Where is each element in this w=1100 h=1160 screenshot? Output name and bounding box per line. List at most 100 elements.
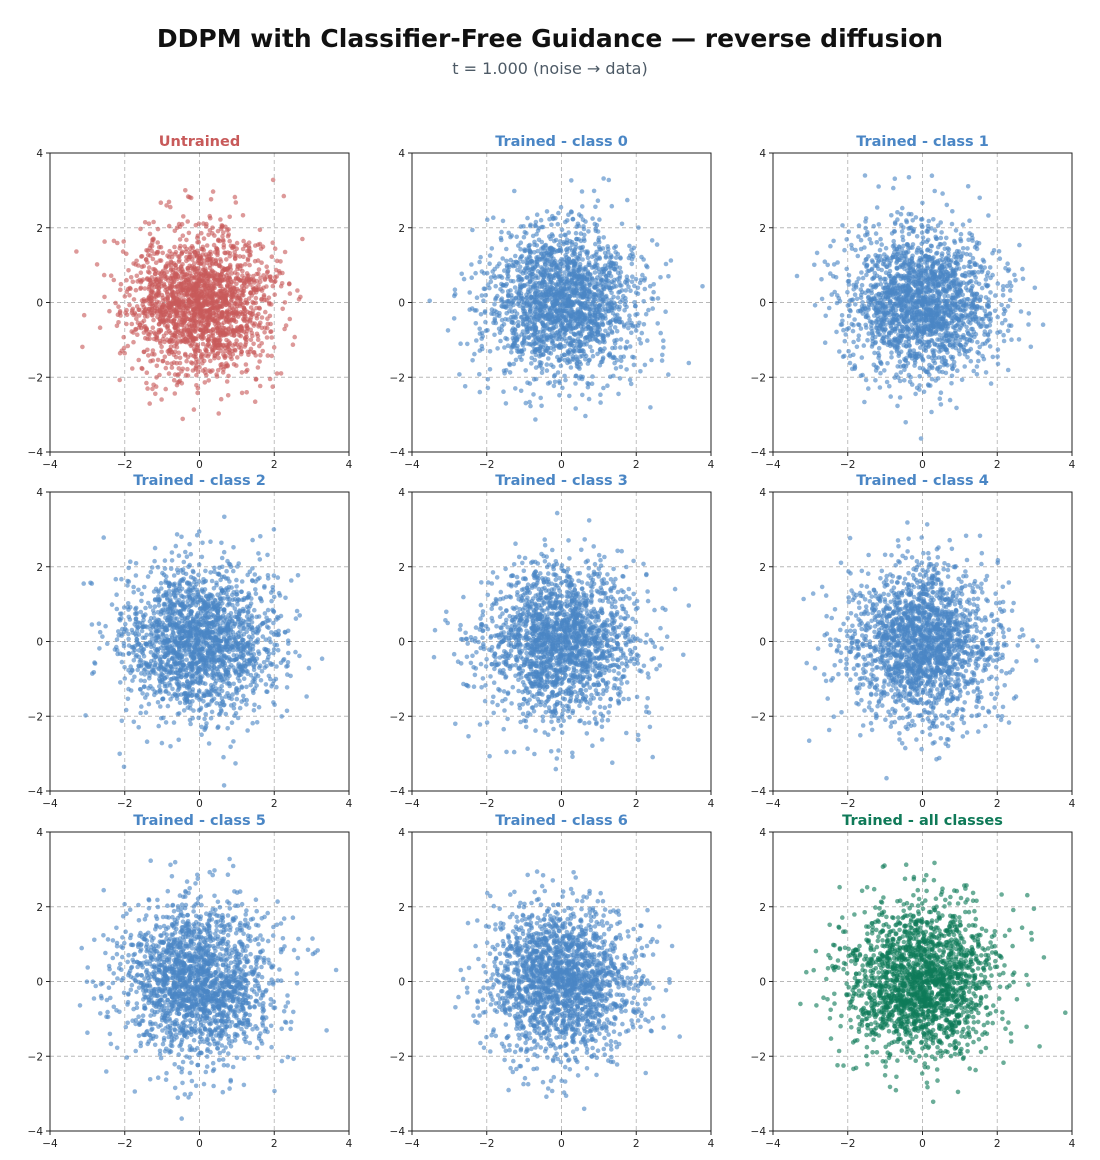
scatter-point (602, 287, 607, 292)
scatter-point (287, 282, 292, 287)
scatter-point (527, 342, 532, 347)
scatter-point (498, 339, 503, 344)
scatter-point (280, 307, 285, 312)
scatter-point (959, 232, 964, 237)
scatter-point (178, 237, 183, 242)
scatter-point (573, 290, 578, 295)
scatter-point (500, 300, 505, 305)
scatter-point (252, 323, 257, 328)
scatter-point (219, 311, 224, 316)
scatter-point (634, 328, 639, 333)
scatter-point (533, 417, 538, 422)
scatter-point (151, 318, 156, 323)
scatter-point (542, 252, 547, 257)
scatter-point (984, 277, 989, 282)
scatter-point (479, 336, 484, 341)
scatter-point (950, 209, 955, 214)
scatter-point (605, 244, 610, 249)
scatter-point (569, 278, 574, 283)
scatter-point (977, 196, 982, 201)
scatter-point (145, 386, 150, 391)
scatter-point (230, 293, 235, 298)
scatter-point (264, 264, 269, 269)
scatter-point (265, 335, 270, 340)
scatter-point (611, 355, 616, 360)
scatter-point (590, 301, 595, 306)
scatter-point (208, 228, 213, 233)
scatter-points (427, 176, 704, 422)
scatter-point (244, 298, 249, 303)
scatter-point (532, 377, 537, 382)
scatter-point (179, 301, 184, 306)
scatter-points (74, 178, 305, 422)
scatter-point (553, 294, 558, 299)
scatter-point (600, 320, 605, 325)
scatter-point (540, 321, 545, 326)
scatter-point (509, 350, 514, 355)
scatter-point (576, 272, 581, 277)
scatter-point (265, 326, 270, 331)
scatter-point (593, 242, 598, 247)
scatter-point (537, 314, 542, 319)
scatter-point (205, 243, 210, 248)
scatter-point (532, 295, 537, 300)
y-tick-label: 2 (398, 223, 405, 235)
scatter-point (556, 211, 561, 216)
scatter-point (172, 245, 177, 250)
scatter-point (612, 246, 617, 251)
scatter-point (557, 266, 562, 271)
scatter-point (250, 312, 255, 317)
scatter-point (531, 392, 536, 397)
scatter-point (625, 198, 630, 203)
scatter-point (590, 254, 595, 259)
scatter-point (589, 327, 594, 332)
scatter-point (650, 306, 655, 311)
scatter-point (206, 378, 211, 383)
scatter-point (516, 302, 521, 307)
scatter-point (254, 296, 259, 301)
scatter-point (617, 280, 622, 285)
scatter-point (517, 296, 522, 301)
scatter-point (148, 232, 153, 237)
scatter-point (220, 322, 225, 327)
scatter-point (218, 316, 223, 321)
scatter-point (131, 340, 136, 345)
scatter-point (600, 307, 605, 312)
scatter-point (547, 217, 552, 222)
scatter-point (590, 277, 595, 282)
scatter-point (493, 284, 498, 289)
scatter-point (209, 197, 214, 202)
scatter-point (237, 333, 242, 338)
scatter-point (568, 343, 573, 348)
scatter-point (580, 275, 585, 280)
scatter-point (252, 288, 257, 293)
scatter-point (548, 237, 553, 242)
x-tick-label: 0 (196, 459, 203, 471)
scatter-point (513, 335, 518, 340)
scatter-point (558, 248, 563, 253)
scatter-point (900, 206, 905, 211)
scatter-point (562, 374, 567, 379)
scatter-point (268, 275, 273, 280)
scatter-point (601, 357, 606, 362)
scatter-point (598, 316, 603, 321)
scatter-point (210, 257, 215, 262)
scatter-point (156, 250, 161, 255)
scatter-point (280, 281, 285, 286)
scatter-point (613, 325, 618, 330)
scatter-point (474, 321, 479, 326)
scatter-point (568, 360, 573, 365)
scatter-point (211, 189, 216, 194)
scatter-point (523, 368, 528, 373)
scatter-point (183, 188, 188, 193)
scatter-point (262, 298, 267, 303)
scatter-point (938, 220, 943, 225)
scatter-point (627, 244, 632, 249)
scatter-point (167, 200, 172, 205)
scatter-point (508, 370, 513, 375)
scatter-point (614, 338, 619, 343)
scatter-point (511, 279, 516, 284)
scatter-point (519, 255, 524, 260)
scatter-point (189, 360, 194, 365)
